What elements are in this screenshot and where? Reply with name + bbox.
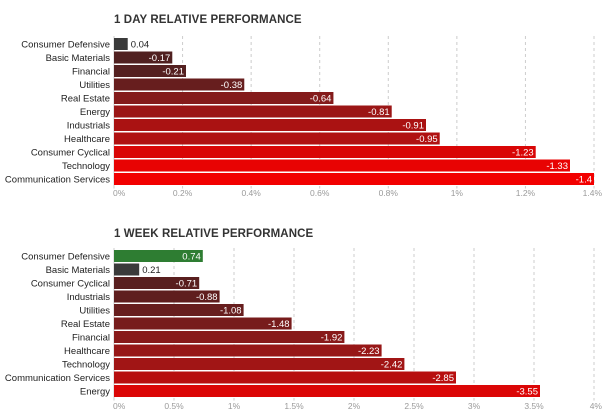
category-label: Healthcare xyxy=(64,346,110,357)
bar xyxy=(114,38,128,50)
category-label: Basic Materials xyxy=(46,265,111,276)
value-label: 0.21 xyxy=(142,265,161,276)
value-label: -1.92 xyxy=(321,333,343,344)
bar xyxy=(114,250,203,262)
x-tick-label: 2.5% xyxy=(404,401,424,411)
category-label: Communication Services xyxy=(5,175,110,186)
category-label: Real Estate xyxy=(61,319,110,330)
x-tick-label: 0.6% xyxy=(310,188,330,198)
category-label: Communication Services xyxy=(5,373,110,384)
category-label: Utilities xyxy=(79,80,110,91)
value-label: 0.74 xyxy=(182,252,201,263)
bar xyxy=(114,290,220,303)
value-label: -0.81 xyxy=(368,107,390,118)
x-tick-label: 1.5% xyxy=(284,401,304,411)
x-tick-label: 0.4% xyxy=(241,188,261,198)
category-label: Financial xyxy=(72,67,110,78)
bar xyxy=(114,132,440,145)
day-performance-panel: 1 DAY RELATIVE PERFORMANCE 0% 0.2% 0.4% 0.6… xyxy=(0,0,613,205)
bar xyxy=(114,146,536,158)
bar xyxy=(114,92,334,104)
x-tick-label: 1% xyxy=(451,188,464,198)
x-tick-label: 1% xyxy=(228,401,241,411)
bar xyxy=(114,78,245,91)
category-label: Consumer Cyclical xyxy=(31,148,110,159)
category-label: Industrials xyxy=(67,292,111,303)
value-label: -0.91 xyxy=(402,121,424,132)
bar xyxy=(114,385,540,397)
x-tick-label: 3% xyxy=(468,401,481,411)
category-label: Financial xyxy=(72,333,110,344)
bar xyxy=(114,173,594,185)
week-chart-title: 1 WEEK RELATIVE PERFORMANCE xyxy=(114,228,314,240)
value-label: -1.08 xyxy=(220,306,242,317)
category-label: Consumer Defensive xyxy=(21,252,110,263)
category-label: Energy xyxy=(80,107,110,118)
value-label: -0.71 xyxy=(176,279,198,290)
value-label: -1.48 xyxy=(268,319,290,330)
x-tick-label: 0.5% xyxy=(164,401,184,411)
category-label: Technology xyxy=(62,360,110,371)
category-label: Consumer Defensive xyxy=(21,40,110,51)
category-label: Basic Materials xyxy=(46,53,111,64)
category-label: Healthcare xyxy=(64,134,110,145)
category-label: Industrials xyxy=(67,121,111,132)
x-tick-label: 0.2% xyxy=(173,188,193,198)
value-label: -0.38 xyxy=(221,80,243,91)
category-label: Consumer Cyclical xyxy=(31,279,110,290)
value-label: 0.04 xyxy=(131,40,150,51)
value-label: -1.33 xyxy=(546,161,568,172)
x-tick-label: 0.8% xyxy=(379,188,399,198)
bar xyxy=(114,263,140,276)
bar xyxy=(114,65,186,77)
bar xyxy=(114,304,244,316)
bar xyxy=(114,119,426,131)
x-tick-label: 1.2% xyxy=(516,188,536,198)
bar xyxy=(114,159,570,172)
x-tick-label: 0% xyxy=(113,188,126,198)
value-label: -3.55 xyxy=(516,387,538,398)
category-label: Utilities xyxy=(79,306,110,317)
value-label: -0.64 xyxy=(310,94,332,105)
bar xyxy=(114,371,456,384)
day-performance-chart: 0% 0.2% 0.4% 0.6% 0.8% 1% 1.2% 1.4% Consumer Def… xyxy=(5,36,603,198)
value-label: -2.23 xyxy=(358,346,380,357)
bar xyxy=(114,105,392,118)
value-label: -0.21 xyxy=(162,67,184,78)
value-label: -0.17 xyxy=(149,53,171,64)
x-tick-label: 1.4% xyxy=(583,188,603,198)
x-tick-label: 4% xyxy=(590,401,603,411)
day-chart-title: 1 DAY RELATIVE PERFORMANCE xyxy=(114,14,302,26)
bar xyxy=(114,317,292,330)
value-label: -1.23 xyxy=(512,148,534,159)
category-label: Technology xyxy=(62,161,110,172)
value-label: -1.4 xyxy=(576,175,592,186)
value-label: -2.85 xyxy=(432,373,454,384)
category-label: Real Estate xyxy=(61,94,110,105)
x-tick-label: 0% xyxy=(113,401,126,411)
value-label: -0.95 xyxy=(416,134,438,145)
bar xyxy=(114,344,382,357)
x-tick-label: 3.5% xyxy=(524,401,544,411)
x-tick-label: 2% xyxy=(348,401,361,411)
value-label: -2.42 xyxy=(381,360,403,371)
bar xyxy=(114,51,173,64)
bar xyxy=(114,331,345,343)
category-label: Energy xyxy=(80,387,110,398)
bar xyxy=(114,358,405,370)
value-label: -0.88 xyxy=(196,292,218,303)
bar xyxy=(114,277,200,289)
